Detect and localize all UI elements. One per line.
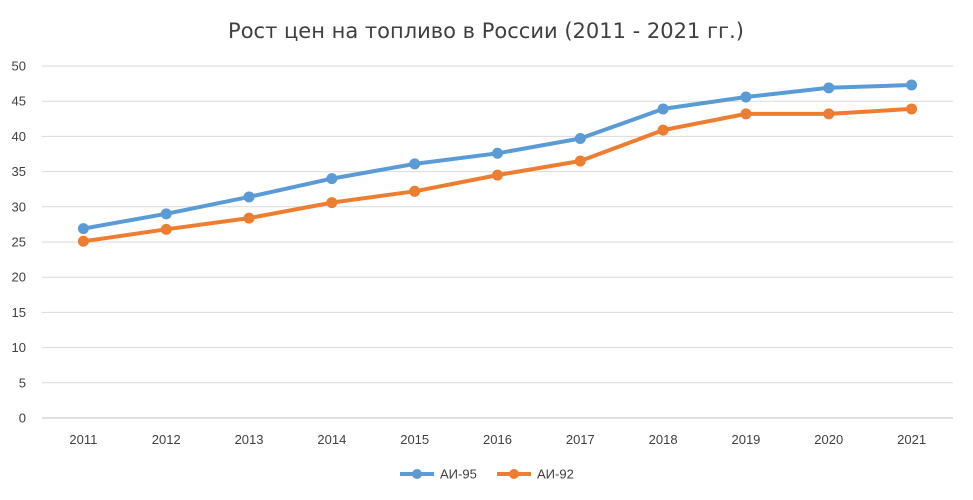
data-point: [823, 108, 835, 120]
y-tick-label: 40: [12, 129, 26, 144]
data-point: [409, 185, 421, 197]
chart-title: Рост цен на топливо в России (2011 - 202…: [228, 19, 744, 43]
legend-label: АИ-92: [537, 467, 574, 482]
y-tick-label: 15: [12, 305, 26, 320]
data-point: [492, 147, 503, 159]
x-tick-label: 2019: [731, 432, 760, 447]
y-tick-label: 10: [12, 340, 26, 355]
data-point: [243, 212, 255, 224]
x-tick-label: 2012: [152, 432, 181, 447]
legend-label: АИ-95: [440, 467, 477, 482]
x-tick-label: 2011: [69, 432, 97, 447]
grid-layer: [42, 65, 953, 419]
y-tick-label: 45: [12, 94, 26, 109]
data-point: [326, 197, 338, 209]
data-point: [77, 235, 89, 247]
data-point: [906, 79, 918, 91]
data-point: [740, 91, 752, 103]
data-point: [574, 133, 586, 145]
y-tick-label: 30: [12, 199, 26, 214]
data-point: [160, 208, 172, 220]
y-tick-label: 0: [19, 411, 26, 426]
x-tick-label: 2015: [400, 432, 429, 447]
data-point: [409, 158, 421, 170]
x-tick-label: 2013: [235, 432, 264, 447]
y-tick-label: 25: [12, 235, 26, 250]
x-tick-label: 2021: [897, 432, 926, 447]
data-point: [657, 124, 669, 136]
y-tick-label: 20: [12, 270, 26, 285]
series-layer: [77, 79, 918, 247]
y-tick-label: 35: [12, 164, 26, 179]
data-point: [243, 191, 255, 203]
data-point: [657, 103, 669, 115]
axis-layer: 0 5 10 15 20 25 30 35 40 45 50 2011 2012 2013 2014 2015…: [12, 59, 927, 448]
x-tick-label: 2017: [566, 432, 595, 447]
data-point: [492, 169, 503, 181]
x-tick-label: 2020: [814, 432, 843, 447]
legend-swatch-marker: [509, 469, 519, 479]
data-point: [326, 173, 338, 185]
y-tick-label: 5: [19, 375, 26, 390]
data-point: [906, 103, 918, 115]
x-tick-label: 2014: [317, 432, 346, 447]
legend: АИ-95 АИ-92: [400, 467, 574, 482]
data-point: [740, 108, 752, 120]
data-point: [823, 82, 835, 94]
x-tick-label: 2018: [649, 432, 678, 447]
data-point: [77, 223, 89, 235]
x-tick-label: 2016: [483, 432, 512, 447]
data-point: [574, 155, 586, 167]
y-tick-label: 50: [12, 59, 26, 74]
legend-swatch-marker: [412, 469, 422, 479]
data-point: [160, 223, 172, 235]
